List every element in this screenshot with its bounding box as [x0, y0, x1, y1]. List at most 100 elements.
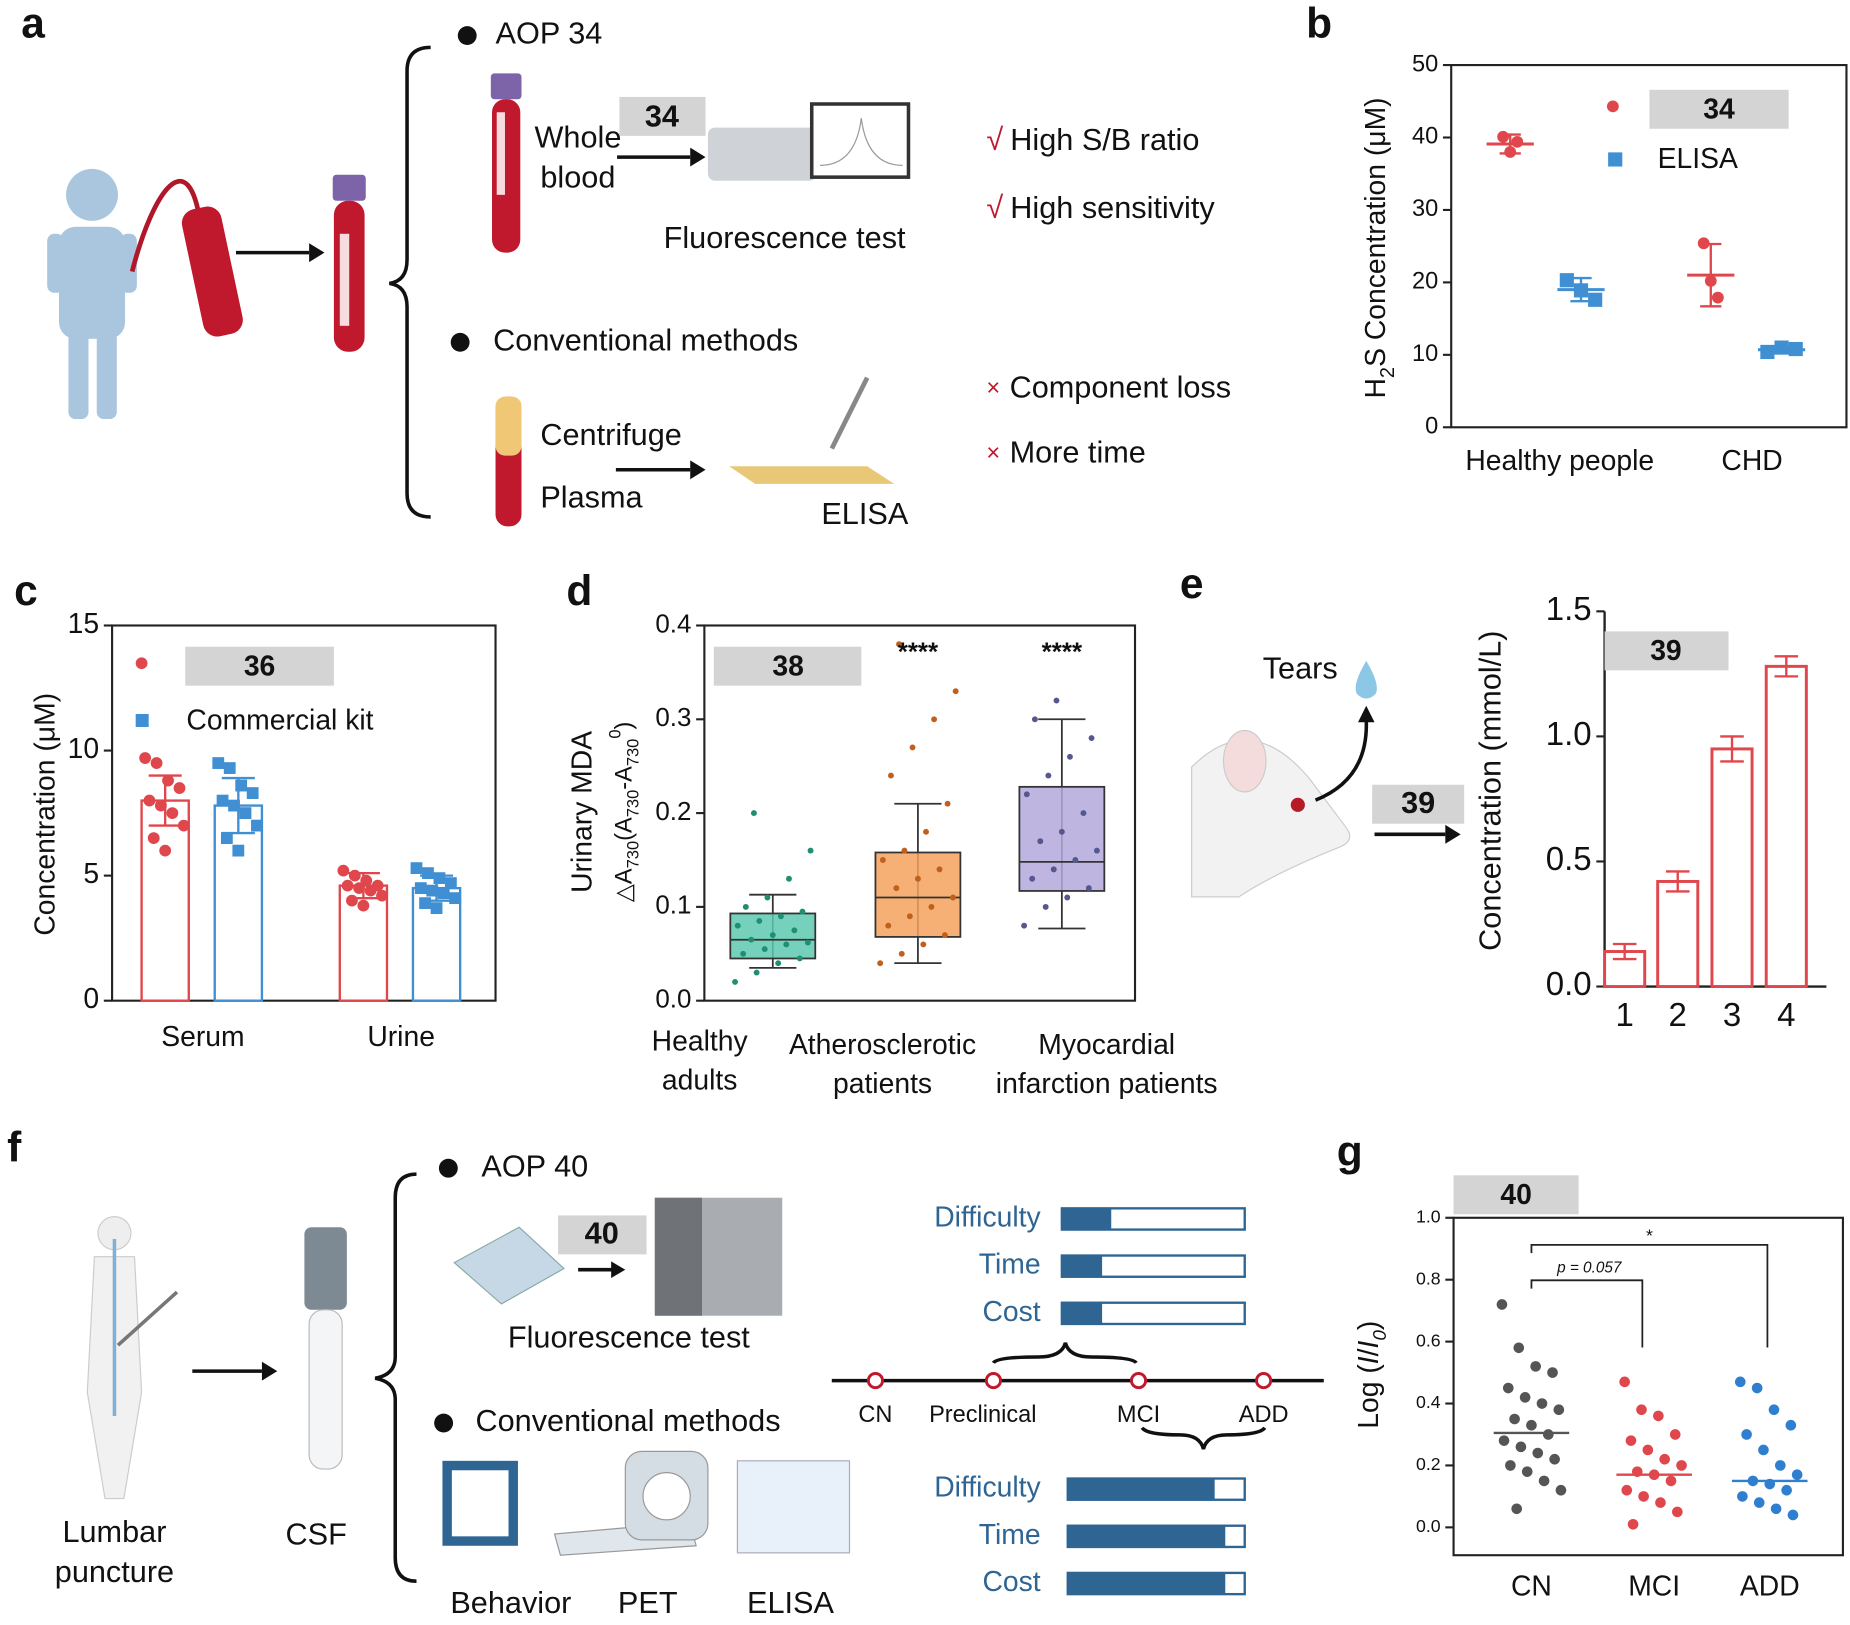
point	[1542, 1429, 1554, 1440]
legend-label: 36	[244, 649, 275, 681]
point	[1085, 885, 1092, 892]
significance: ****	[1042, 639, 1083, 667]
point	[1532, 1447, 1544, 1459]
label-part: 0	[1369, 1330, 1390, 1341]
point	[1064, 894, 1071, 901]
method: ELISA	[821, 497, 908, 531]
sample: Whole	[534, 121, 621, 155]
panel-e-icons	[1191, 660, 1465, 898]
point	[1547, 1367, 1558, 1378]
point	[1037, 838, 1044, 845]
metric-label: Difficulty	[934, 1200, 1041, 1232]
y-axis-label: △A730(A730-A7300)	[607, 722, 643, 903]
label-part: 730	[625, 790, 643, 818]
heading: Conventional methods	[475, 1404, 780, 1438]
point	[232, 844, 245, 857]
probe-label: 39	[1401, 786, 1435, 820]
panel-label: f	[7, 1124, 22, 1171]
drawback-text: Component loss	[1010, 371, 1232, 405]
panel-label: d	[566, 567, 592, 614]
y-tick-label: 1.5	[1546, 590, 1592, 627]
point	[1758, 1444, 1769, 1456]
point	[1676, 1460, 1687, 1471]
bar	[1764, 664, 1808, 989]
x-tick-label: Healthy	[652, 1025, 749, 1057]
point	[931, 716, 938, 723]
x-tick-label: Serum	[161, 1020, 244, 1052]
point	[1659, 1453, 1670, 1465]
point	[376, 889, 388, 902]
y-tick-label: 0.2	[1416, 1454, 1441, 1474]
point	[1521, 1466, 1533, 1477]
point	[804, 939, 811, 946]
significance: ****	[898, 639, 939, 667]
stage-label: Preclinical	[929, 1401, 1036, 1427]
stage-label: MCI	[1117, 1401, 1160, 1427]
point	[1638, 1491, 1649, 1502]
point	[1791, 1469, 1803, 1481]
point	[1753, 1497, 1765, 1508]
point	[1653, 1410, 1664, 1422]
plot-frame	[111, 624, 497, 1002]
label-part: 2	[1377, 367, 1399, 378]
y-axis-label: Urinary MDA	[566, 731, 598, 893]
stage-dot	[984, 1372, 1002, 1390]
sample: Tears	[1263, 651, 1338, 685]
y-tick-label: 10	[68, 732, 99, 764]
legend-label: Commercial kit	[186, 704, 373, 736]
point	[426, 884, 439, 897]
metric-label: Time	[979, 1518, 1041, 1550]
y-tick-label: 0	[83, 982, 99, 1014]
x-tick-label: 1	[1615, 996, 1633, 1033]
panel-label: c	[14, 567, 38, 614]
point	[1058, 828, 1065, 835]
legend-marker	[1606, 100, 1619, 113]
point	[914, 875, 921, 882]
point	[364, 884, 377, 897]
x-tick-label: Healthy people	[1465, 444, 1654, 476]
point	[173, 782, 186, 794]
x-tick-label: Myocardial	[1038, 1028, 1175, 1060]
point	[1785, 1419, 1797, 1431]
label-part: (A	[611, 817, 637, 841]
label-part: I	[1352, 1356, 1384, 1364]
point	[1538, 1475, 1550, 1487]
legend-label: 40	[1500, 1178, 1531, 1210]
point	[235, 779, 248, 792]
point	[1553, 1404, 1565, 1416]
bracket	[1530, 1244, 1769, 1348]
y-tick-label: 0.3	[655, 704, 691, 732]
point	[228, 799, 240, 812]
point	[732, 978, 738, 985]
stage-dot	[1129, 1372, 1148, 1390]
y-tick-label: 50	[1412, 50, 1438, 76]
point	[166, 807, 179, 819]
point	[433, 872, 446, 885]
point	[1080, 810, 1087, 817]
point	[1642, 1444, 1654, 1456]
label-part: Log (	[1352, 1364, 1384, 1429]
y-tick-label: 5	[83, 857, 99, 889]
procedure: puncture	[55, 1555, 174, 1589]
panel-a-icons	[47, 26, 911, 527]
check: √	[986, 123, 1003, 157]
point	[906, 913, 913, 920]
point	[1515, 1441, 1527, 1453]
point	[444, 877, 457, 890]
method: Fluorescence test	[508, 1320, 750, 1354]
point	[1669, 1429, 1681, 1440]
panel-label: g	[1337, 1127, 1363, 1174]
point	[348, 869, 361, 882]
y-tick-label: 30	[1412, 195, 1438, 221]
point	[1088, 735, 1095, 742]
metric-label: Time	[979, 1248, 1041, 1280]
y-tick-label: 1.0	[1546, 715, 1592, 752]
point	[923, 828, 929, 835]
point	[952, 688, 959, 695]
point	[786, 875, 792, 882]
point	[1497, 130, 1510, 143]
point	[950, 894, 956, 901]
drawback: × More time	[986, 436, 1146, 470]
point	[1751, 1382, 1763, 1394]
point	[1502, 1382, 1514, 1394]
